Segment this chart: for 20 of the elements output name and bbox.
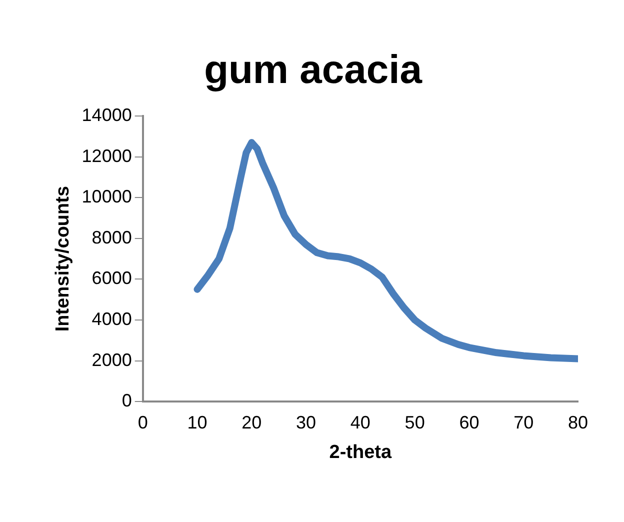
x-tick-label: 30	[296, 412, 316, 432]
y-tick-label: 10000	[82, 186, 132, 207]
y-axis-title: Intensity/counts	[52, 186, 74, 332]
x-tick-label: 50	[404, 412, 425, 432]
y-tick-label: 8000	[92, 227, 132, 248]
x-tick-label: 70	[514, 412, 534, 432]
x-tick-label: 0	[138, 412, 148, 432]
x-tick-label: 20	[242, 412, 262, 432]
x-tick-label: 40	[350, 412, 370, 432]
y-tick-label: 12000	[82, 146, 132, 166]
y-tick-label: 6000	[92, 268, 132, 288]
y-tick-label: 4000	[92, 308, 132, 329]
y-tick-label: 0	[122, 390, 132, 411]
x-tick-label: 10	[187, 412, 208, 432]
y-tick-label: 14000	[82, 104, 132, 125]
y-tick-label: 2000	[92, 350, 132, 370]
x-axis-title: 2-theta	[329, 442, 392, 463]
x-tick-label: 80	[568, 412, 588, 432]
x-tick-label: 60	[459, 412, 480, 432]
chart-title: gum acacia	[204, 48, 423, 92]
